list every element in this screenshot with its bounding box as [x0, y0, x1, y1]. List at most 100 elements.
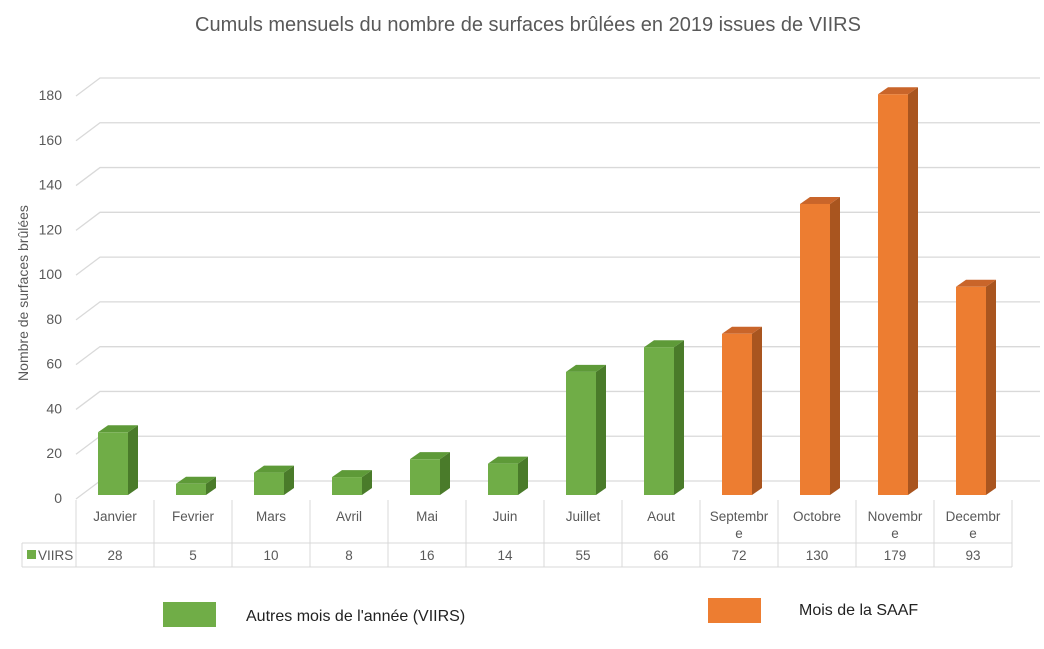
bar-top	[254, 465, 294, 473]
data-label: 66	[653, 548, 668, 563]
y-tick-label: 80	[46, 311, 62, 327]
data-label: 5	[189, 548, 197, 563]
bar-front	[176, 483, 206, 495]
x-category-label: Septembr e	[710, 509, 769, 541]
gridline	[75, 122, 1040, 142]
data-table: Janvier Fevrier Mars Avril Mai Juin Juillet Aou…	[21, 500, 1013, 568]
bar-front	[410, 459, 440, 495]
gridline	[75, 166, 1040, 187]
data-label: 179	[884, 548, 907, 563]
bar-top	[722, 326, 762, 334]
table-row-label: VIIRS	[38, 548, 73, 563]
bar-front	[332, 477, 362, 495]
bar-top	[488, 456, 528, 464]
bar-side	[752, 326, 762, 495]
data-label: 14	[497, 548, 513, 563]
x-category-label-line: e	[735, 526, 743, 541]
bar	[176, 476, 216, 495]
gridline	[75, 211, 1040, 231]
x-category-label-line: Novembr	[868, 509, 923, 524]
gridline	[75, 256, 1040, 276]
bar	[800, 196, 840, 495]
bar	[254, 465, 294, 495]
x-category-label: Juillet	[566, 509, 601, 524]
data-label: 28	[107, 548, 122, 563]
bar	[410, 452, 450, 495]
table-legend-swatch	[27, 550, 36, 559]
bar-front	[644, 347, 674, 495]
x-category-label-line: Aout	[647, 509, 675, 524]
chart-title: Cumuls mensuels du nombre de surfaces br…	[195, 14, 861, 36]
data-label: 10	[263, 548, 278, 563]
bar-front	[566, 371, 596, 495]
bar-side	[284, 465, 294, 495]
bar-side	[908, 87, 918, 495]
bar	[332, 470, 372, 495]
bar-front	[254, 472, 284, 495]
bar-side	[986, 279, 996, 495]
gridline	[75, 301, 1040, 321]
bar	[644, 340, 684, 495]
x-category-label-line: Mars	[256, 509, 286, 524]
x-category-label: Fevrier	[172, 509, 215, 524]
x-category-label: Octobre	[793, 509, 841, 524]
bar-top	[176, 476, 216, 484]
bar-top	[332, 470, 372, 478]
x-category-label-line: Fevrier	[172, 509, 215, 524]
bar-top	[644, 340, 684, 348]
x-category-label: Mai	[416, 509, 438, 524]
y-axis-ticks: 0 20 40 60 80 100 120 140 160 180	[39, 87, 63, 506]
bar-side	[440, 452, 450, 495]
x-category-label: Avril	[336, 509, 362, 524]
bar-side	[128, 425, 138, 495]
y-tick-label: 180	[39, 87, 63, 103]
bar-side	[830, 196, 840, 495]
y-tick-label: 140	[39, 177, 63, 193]
bar-front	[98, 432, 128, 495]
bar	[98, 425, 138, 495]
data-label: 130	[806, 548, 829, 563]
x-category-label: Novembr e	[868, 509, 923, 541]
legend-swatch	[708, 598, 761, 623]
gridlines	[75, 77, 1040, 500]
data-label: 72	[731, 548, 746, 563]
bar-top	[800, 196, 840, 204]
bars	[98, 87, 996, 495]
x-category-label: Aout	[647, 509, 675, 524]
bar-front	[956, 286, 986, 495]
legend-label: Autres mois de l'année (VIIRS)	[246, 608, 465, 625]
y-tick-label: 20	[46, 445, 62, 461]
data-label: 16	[419, 548, 434, 563]
bar	[956, 279, 996, 495]
bar-side	[206, 476, 216, 495]
x-category-label-line: e	[969, 526, 977, 541]
legend-swatch	[163, 602, 216, 627]
bar	[488, 456, 528, 495]
y-tick-label: 60	[46, 356, 62, 372]
y-axis-label: Nombre de surfaces brûlées	[15, 205, 31, 381]
y-tick-label: 40	[46, 400, 62, 416]
x-category-label-line: Decembr	[946, 509, 1001, 524]
x-category-label-line: Avril	[336, 509, 362, 524]
x-category-label: Decembr e	[946, 509, 1001, 541]
bar	[722, 326, 762, 495]
y-tick-label: 160	[39, 132, 63, 148]
x-category-label-line: Octobre	[793, 509, 841, 524]
x-category-label-line: e	[891, 526, 899, 541]
gridline	[75, 77, 1040, 97]
bar-top	[956, 279, 996, 287]
y-tick-label: 0	[54, 490, 62, 506]
legend: Autres mois de l'année (VIIRS) Mois de la…	[163, 598, 918, 627]
x-category-label-line: Juillet	[566, 509, 601, 524]
bar	[566, 364, 606, 495]
x-category-label: Mars	[256, 509, 286, 524]
bar-front	[488, 463, 518, 495]
x-category-label-line: Janvier	[93, 509, 137, 524]
bar-side	[518, 456, 528, 495]
bar-front	[722, 333, 752, 495]
bar-front	[878, 94, 908, 495]
data-label: 93	[965, 548, 980, 563]
y-tick-label: 120	[39, 221, 63, 237]
bar-top	[566, 364, 606, 372]
